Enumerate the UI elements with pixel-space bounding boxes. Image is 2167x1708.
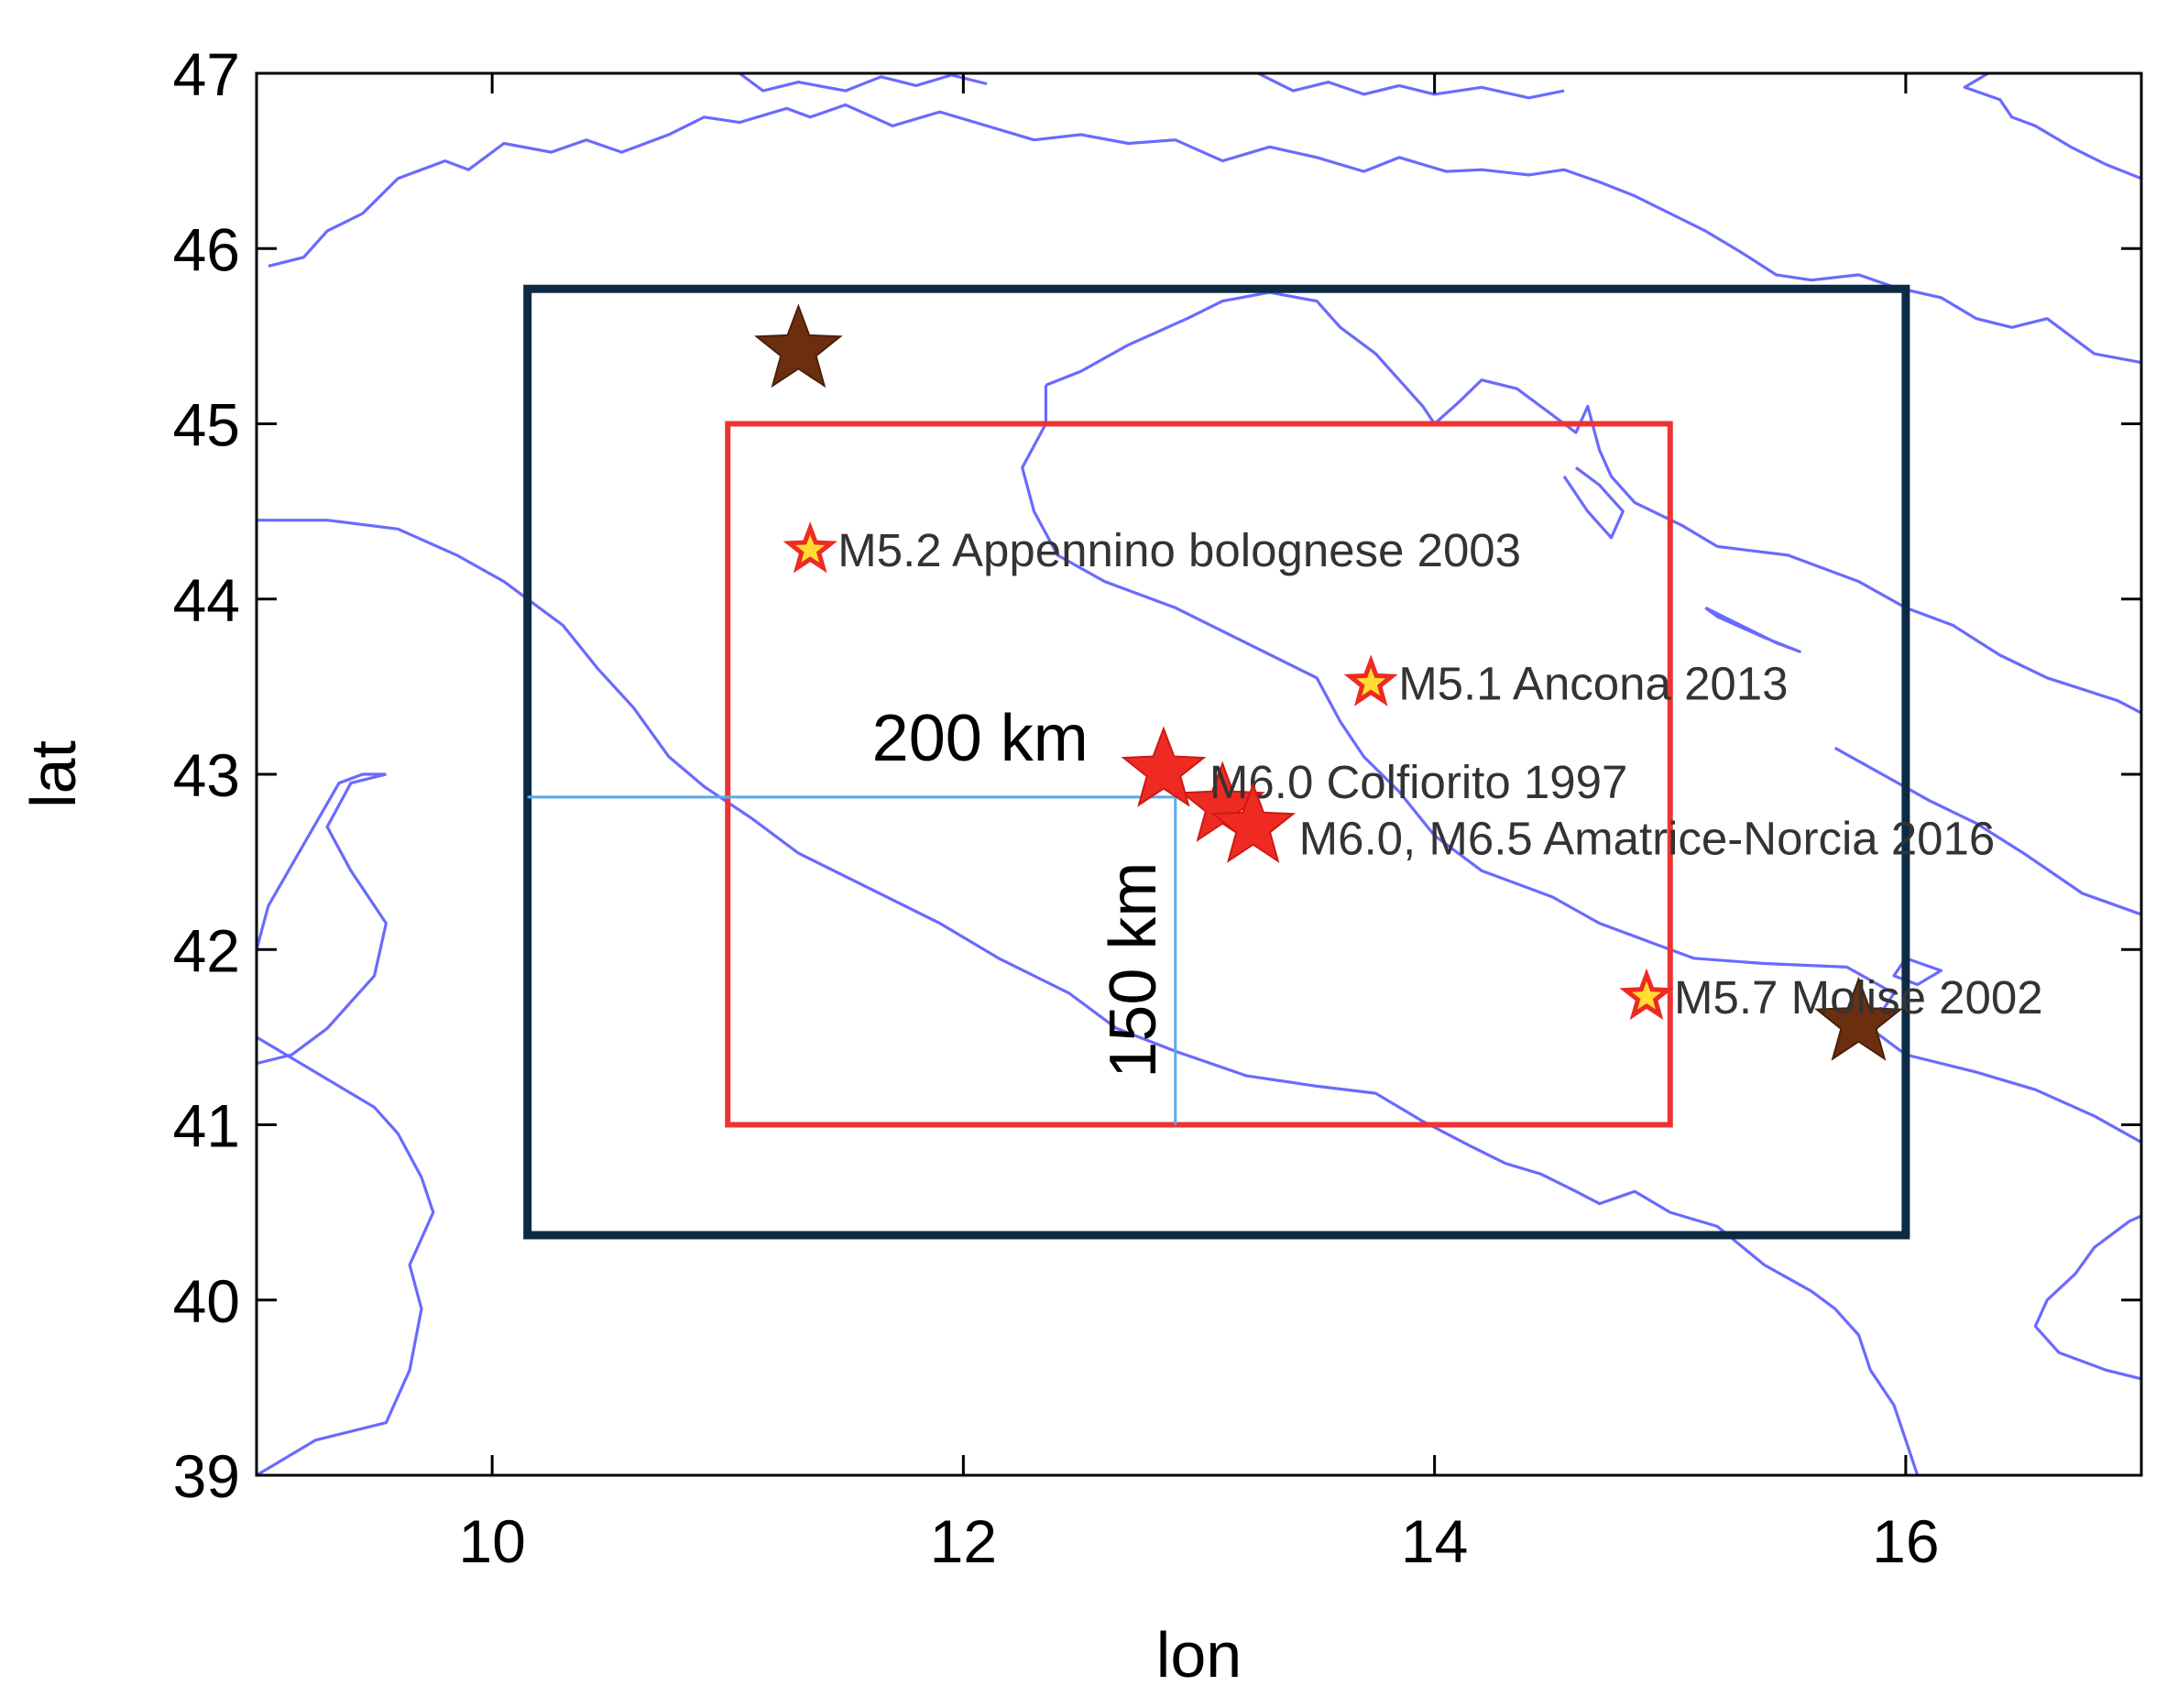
coastline: [257, 1035, 435, 1475]
earthquake-label: M5.1 Ancona 2013: [1398, 658, 1788, 710]
coastline: [1704, 606, 1801, 653]
x-tick-label: 10: [458, 1507, 525, 1575]
scale-label-vertical: 150 km: [1097, 862, 1170, 1078]
earthquake-star-icon: [1619, 968, 1674, 1021]
outer-region-box: [523, 284, 1910, 1240]
coastline: [1963, 73, 2141, 181]
inner-region-box: [725, 421, 1673, 1128]
scale-label-horizontal: 200 km: [872, 702, 1089, 775]
coastline: [1257, 73, 1565, 100]
historic-earthquake-star-icon: [1814, 976, 1903, 1061]
y-tick-label: 42: [173, 916, 240, 984]
coastline: [257, 772, 387, 950]
earthquake-label: M6.0 Colfiorito 1997: [1209, 756, 1627, 808]
earthquake-label: M5.2 Appennino bolognese 2003: [837, 524, 1521, 576]
y-tick-label: 46: [173, 215, 240, 283]
x-tick-label: 16: [1872, 1507, 1939, 1575]
y-axis-title: lat: [17, 740, 89, 808]
coastline: [739, 73, 988, 93]
coastline: [257, 519, 529, 601]
scale-layer: 200 km 150 km: [527, 702, 1177, 1125]
earthquake-star-icon: [1210, 782, 1297, 863]
coastline: [268, 103, 2141, 365]
coastline: [1892, 957, 1943, 987]
historic-earthquake-star-icon: [753, 303, 843, 389]
x-tick-label: 14: [1401, 1507, 1468, 1575]
y-tick-label: 45: [173, 391, 240, 459]
earthquake-star-icon: [1121, 726, 1207, 807]
coastline: [257, 772, 388, 1066]
x-axis-title: lon: [1156, 1619, 1242, 1691]
y-tick-label: 47: [173, 40, 240, 108]
coastline: [2033, 1214, 2141, 1381]
y-tick-label: 39: [173, 1442, 240, 1510]
coastline: [1833, 746, 2141, 916]
x-tick-label: 12: [930, 1507, 997, 1575]
earthquake-label: M5.7 Molise 2002: [1674, 971, 2043, 1024]
y-tick-label: 43: [173, 741, 240, 809]
y-tick-label: 41: [173, 1092, 240, 1160]
earthquake-star-icon: [1343, 654, 1398, 706]
y-tick-label: 40: [173, 1267, 240, 1335]
coastline: [1021, 385, 2141, 1144]
y-tick-label: 44: [173, 566, 240, 634]
earthquake-label: M6.0, M6.5 Amatrice-Norcia 2016: [1299, 812, 1996, 864]
coastline-layer: [257, 73, 2141, 1475]
earthquake-star-icon: [783, 521, 837, 574]
region-box-layer: [523, 284, 1910, 1240]
quake-layer: M5.2 Appennino bolognese 2003 M5.1 Ancona…: [753, 303, 2043, 1061]
tick-layer: 10 12 14 16 39 40 41 42 43 44 45 46 47: [173, 40, 2141, 1575]
coastline: [1562, 466, 1625, 540]
